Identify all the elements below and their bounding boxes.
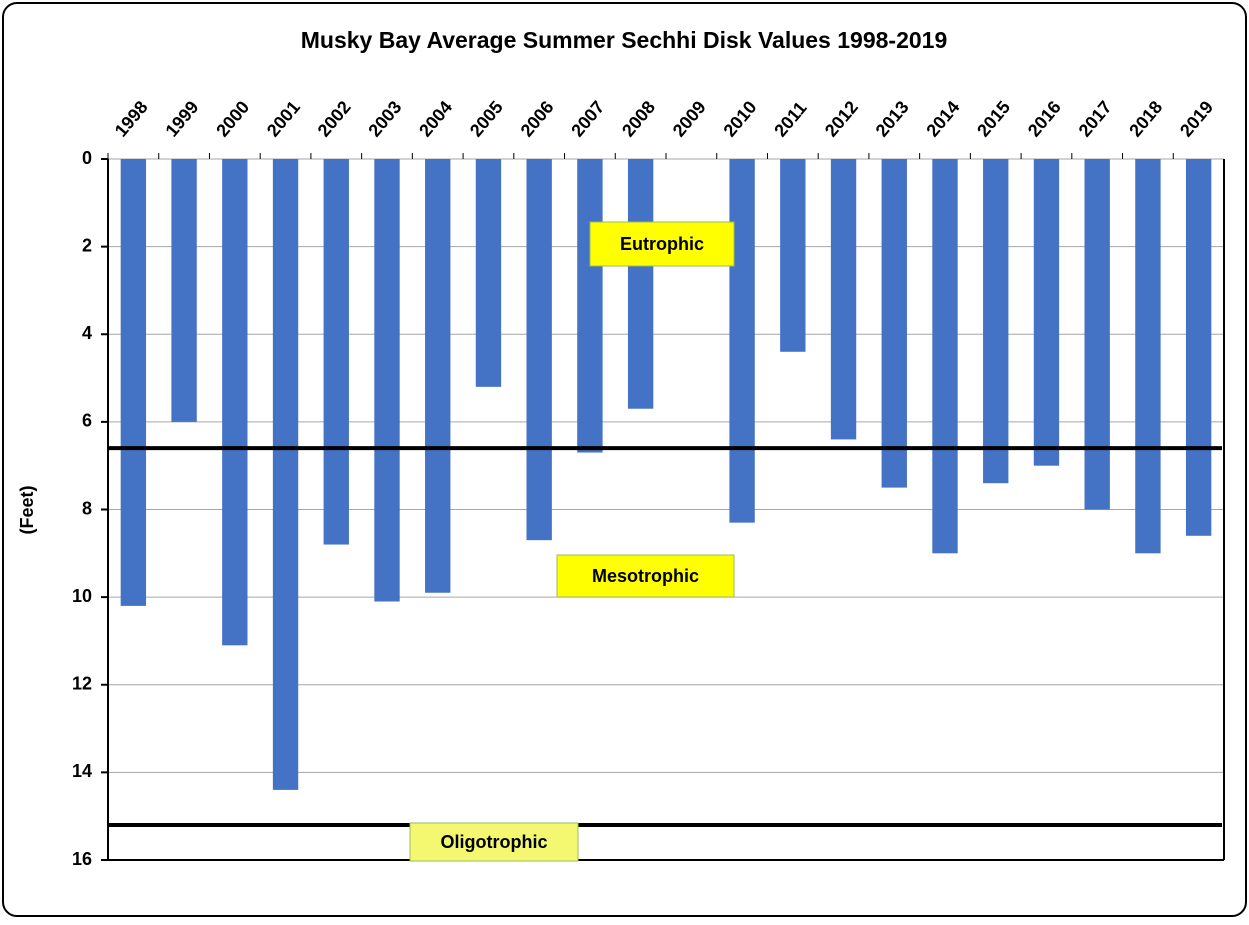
bar <box>526 159 552 541</box>
annotation: Mesotrophic <box>592 566 699 586</box>
y-tick-label: 16 <box>72 849 92 869</box>
bar <box>171 159 197 422</box>
annotation-box <box>409 822 579 862</box>
bar <box>830 159 857 440</box>
y-tick-label: 10 <box>72 586 92 606</box>
annotation-box <box>556 554 735 598</box>
annotation: Eutrophic <box>620 234 704 254</box>
bar <box>425 159 451 593</box>
y-tick-label: 6 <box>82 411 92 431</box>
bar <box>881 159 907 488</box>
y-tick-label: 12 <box>72 674 92 694</box>
bar <box>323 159 349 545</box>
bar <box>120 159 147 606</box>
y-tick-label: 14 <box>72 761 92 781</box>
bar <box>627 159 654 409</box>
bar <box>577 159 603 453</box>
bar <box>222 159 248 646</box>
bar <box>1185 159 1212 536</box>
y-tick-label: 2 <box>82 235 92 255</box>
y-tick-label: 8 <box>82 498 92 518</box>
bar <box>1135 159 1161 554</box>
y-axis-label: (Feet) <box>17 485 37 534</box>
bar <box>1033 159 1060 466</box>
bar <box>475 159 502 387</box>
annotation: Oligotrophic <box>441 832 548 852</box>
bar <box>1084 159 1110 510</box>
bar <box>780 159 806 352</box>
annotation-box <box>589 221 735 267</box>
bar <box>272 159 299 790</box>
y-tick-label: 0 <box>82 148 92 168</box>
bar <box>374 159 400 602</box>
bar <box>932 159 958 554</box>
y-tick-label: 4 <box>82 323 92 343</box>
bar <box>983 159 1009 484</box>
chart-title: Musky Bay Average Summer Sechhi Disk Val… <box>301 27 947 53</box>
bar <box>729 159 755 523</box>
